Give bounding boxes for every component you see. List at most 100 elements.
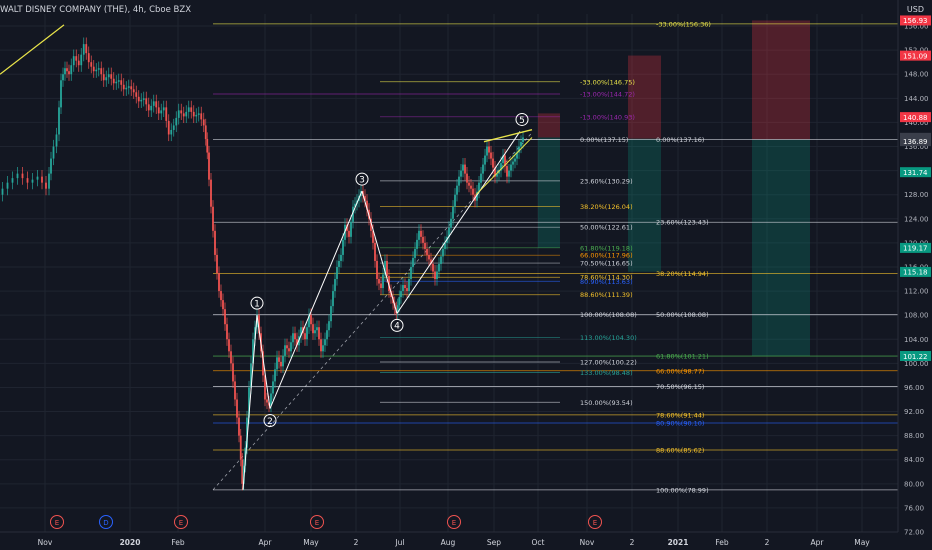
candle-body xyxy=(480,173,482,183)
candle-body xyxy=(206,138,209,153)
time-tick-label: Apr xyxy=(259,538,273,547)
time-tick-label: Aug xyxy=(441,538,456,547)
candle-body xyxy=(518,146,520,153)
candle-body xyxy=(382,274,384,289)
candle-body xyxy=(182,113,185,117)
price-tag-label: 131.74 xyxy=(903,169,928,177)
chart-title: WALT DISNEY COMPANY (THE), 4h, Cboe BZX xyxy=(0,5,192,15)
candle-body xyxy=(200,113,203,120)
candle-body xyxy=(494,167,496,177)
wedge-top-line xyxy=(483,128,533,143)
fib-level-label: 38.20%(114.94) xyxy=(656,270,709,278)
candle-body xyxy=(276,357,278,370)
candle-body xyxy=(97,68,100,70)
fib-level-label: -13.00%(140.93) xyxy=(580,113,635,121)
candle-body xyxy=(500,163,502,171)
candle-body xyxy=(58,107,60,135)
candle-body xyxy=(520,141,522,147)
candle-body xyxy=(230,351,232,364)
price-tag-label: 101.22 xyxy=(903,353,928,361)
candle-body xyxy=(504,155,506,167)
candle-body xyxy=(165,107,168,121)
candle-body xyxy=(280,361,282,367)
time-tick-label: Feb xyxy=(715,538,729,547)
candle-body xyxy=(21,173,24,179)
price-tick-label: 80.00 xyxy=(904,480,924,488)
fib-level-label: -33.00%(146.75) xyxy=(580,78,635,86)
price-tick-label: 84.00 xyxy=(904,456,924,464)
candle-body xyxy=(68,71,70,75)
fib-level-label: 0.00%(137.15) xyxy=(580,136,628,144)
candle-body xyxy=(120,80,123,85)
candle-body xyxy=(208,152,210,180)
candle-body xyxy=(296,339,298,346)
time-tick-label: May xyxy=(303,538,319,547)
trend-channel-line xyxy=(212,132,533,491)
candle-body xyxy=(330,306,332,322)
price-tag xyxy=(900,242,931,253)
candle-body xyxy=(516,152,518,159)
candle-body xyxy=(64,68,66,75)
candle-body xyxy=(185,111,188,117)
candle-body xyxy=(460,170,462,177)
candle-body xyxy=(102,74,105,81)
price-tag xyxy=(900,167,931,178)
candle-body xyxy=(170,129,173,135)
candle-body xyxy=(155,101,158,108)
candle-body xyxy=(424,242,426,249)
candle-body xyxy=(190,107,193,112)
candle-body xyxy=(6,182,9,189)
wave-label-circle xyxy=(250,296,264,310)
candle-body xyxy=(147,104,150,111)
wave-segment xyxy=(361,190,398,314)
candle-body xyxy=(80,54,83,66)
candle-body xyxy=(202,119,205,126)
candle-body xyxy=(408,279,410,292)
candle-body xyxy=(172,125,175,130)
price-tick-label: 104.00 xyxy=(904,336,929,344)
candle-body xyxy=(320,339,322,352)
candle-body xyxy=(406,288,408,292)
price-tick-label: 100.00 xyxy=(904,360,929,368)
candle-body xyxy=(95,69,98,72)
candle-body xyxy=(412,257,414,267)
candle-body xyxy=(50,158,52,174)
fib-level-label: -33.00%(156.36) xyxy=(656,20,711,28)
stop-zone-short-far xyxy=(752,20,810,140)
candle-body xyxy=(398,297,401,306)
candle-body xyxy=(212,206,214,231)
fib-level-label: 23.60%(130.29) xyxy=(580,177,633,185)
candle-body xyxy=(236,399,238,418)
candle-body xyxy=(388,276,390,292)
event-label: E xyxy=(593,519,597,527)
candle-body xyxy=(125,87,128,90)
candle-body xyxy=(222,300,224,310)
candle-body xyxy=(488,146,490,153)
candle-body xyxy=(492,158,494,168)
candle-body xyxy=(452,206,454,219)
time-tick-label: Apr xyxy=(811,538,825,547)
candle-body xyxy=(442,248,444,257)
candle-body xyxy=(224,309,226,325)
candle-body xyxy=(31,179,34,183)
candle-body xyxy=(192,111,195,117)
candle-body xyxy=(324,339,326,346)
price-tick-label: 124.00 xyxy=(904,215,929,223)
candle-body xyxy=(322,345,324,352)
candle-body xyxy=(228,339,230,352)
wave-label: 1 xyxy=(254,299,260,309)
candle-body xyxy=(438,263,440,272)
fib-level-label: 150.00%(93.54) xyxy=(580,399,633,407)
price-tag xyxy=(900,266,931,277)
time-tick-label: 2 xyxy=(765,538,770,547)
candle-body xyxy=(380,283,382,289)
candle-body xyxy=(366,200,368,210)
candle-body xyxy=(85,44,88,54)
candle-body xyxy=(512,161,514,165)
candle-body xyxy=(232,363,234,382)
candle-body xyxy=(218,273,220,292)
fib-level-label: 66.00%(98.77) xyxy=(656,367,704,375)
fib-level-label: 78.60%(91.44) xyxy=(656,411,704,419)
fib-level-label: 80.90%(90.10) xyxy=(656,419,704,427)
